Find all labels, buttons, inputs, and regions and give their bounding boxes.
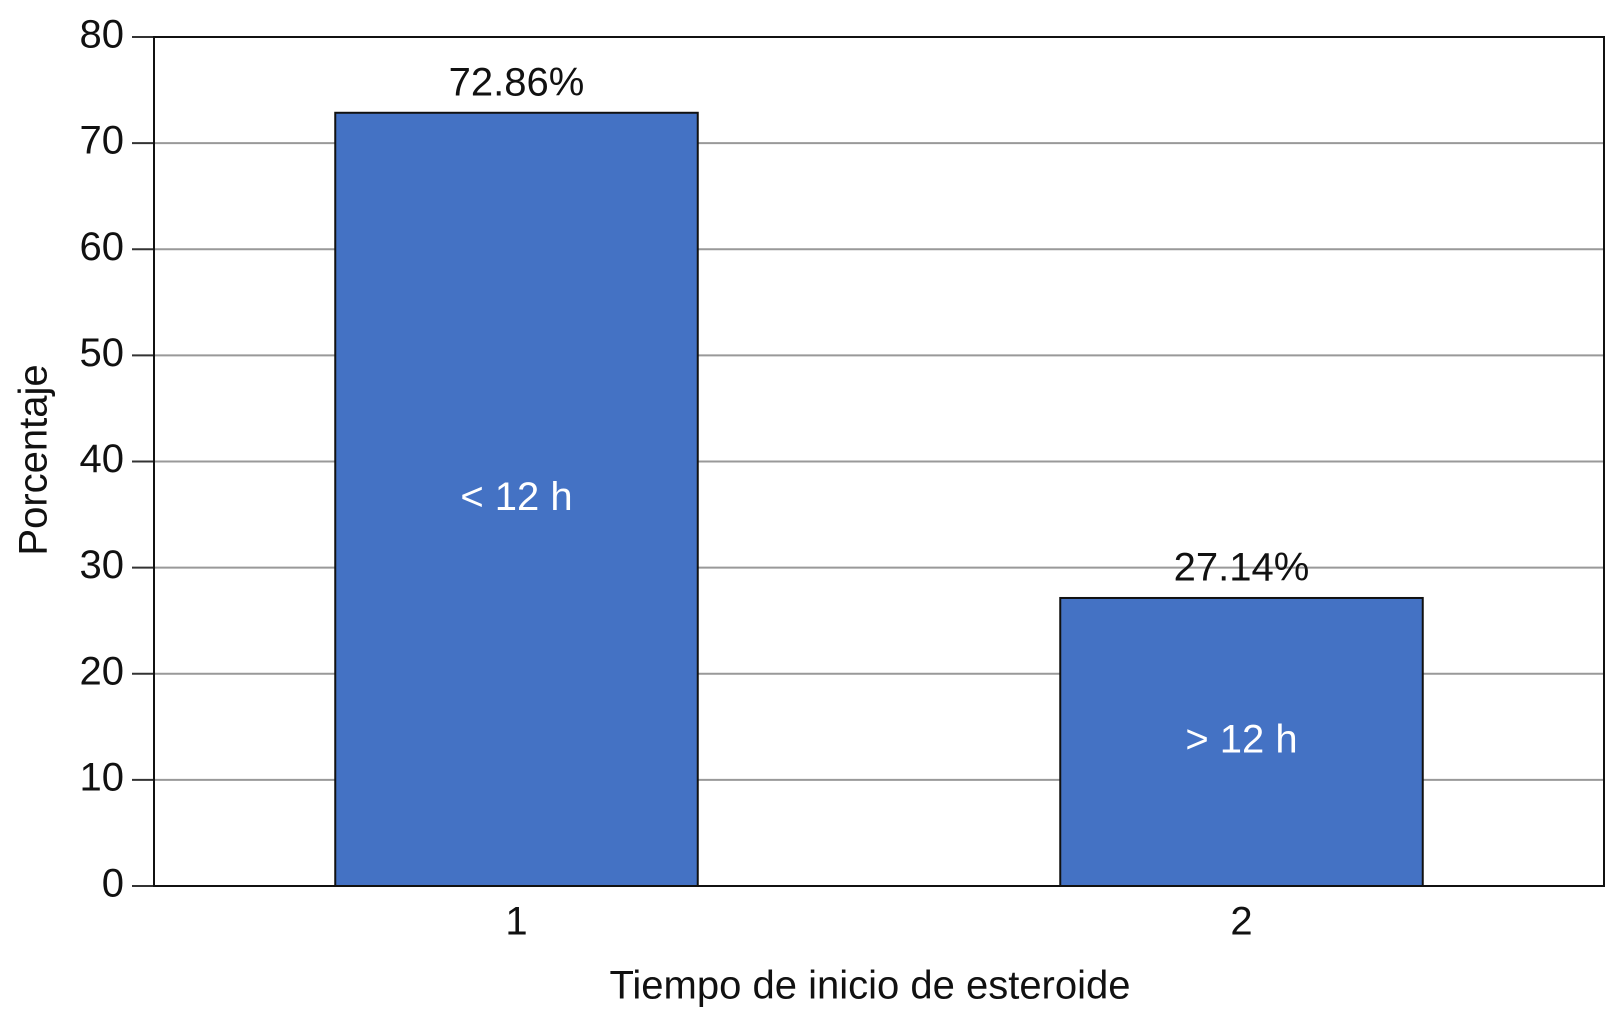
bar-label: < 12 h xyxy=(460,475,572,519)
y-tick-label: 20 xyxy=(80,649,125,693)
y-tick-label: 50 xyxy=(80,331,125,375)
y-tick-label: 0 xyxy=(102,862,124,906)
plot-frame xyxy=(153,36,1605,887)
y-tick-label: 80 xyxy=(80,13,125,57)
bar-label: > 12 h xyxy=(1185,718,1297,762)
y-axis-label: Porcentaje xyxy=(12,364,56,555)
bar xyxy=(334,111,699,887)
y-tick-label: 40 xyxy=(80,437,125,481)
x-axis-label: Tiempo de inicio de esteroide xyxy=(609,964,1130,1008)
value-label: 27.14% xyxy=(1174,546,1310,590)
y-tick-label: 60 xyxy=(80,225,125,269)
x-tick-label: 2 xyxy=(1230,900,1252,944)
y-tick-label: 30 xyxy=(80,543,125,587)
y-tick-label: 10 xyxy=(80,755,125,799)
bar xyxy=(1059,596,1424,887)
value-label: 72.86% xyxy=(449,60,585,104)
y-tick-label: 70 xyxy=(80,119,125,163)
x-tick-label: 1 xyxy=(505,900,527,944)
